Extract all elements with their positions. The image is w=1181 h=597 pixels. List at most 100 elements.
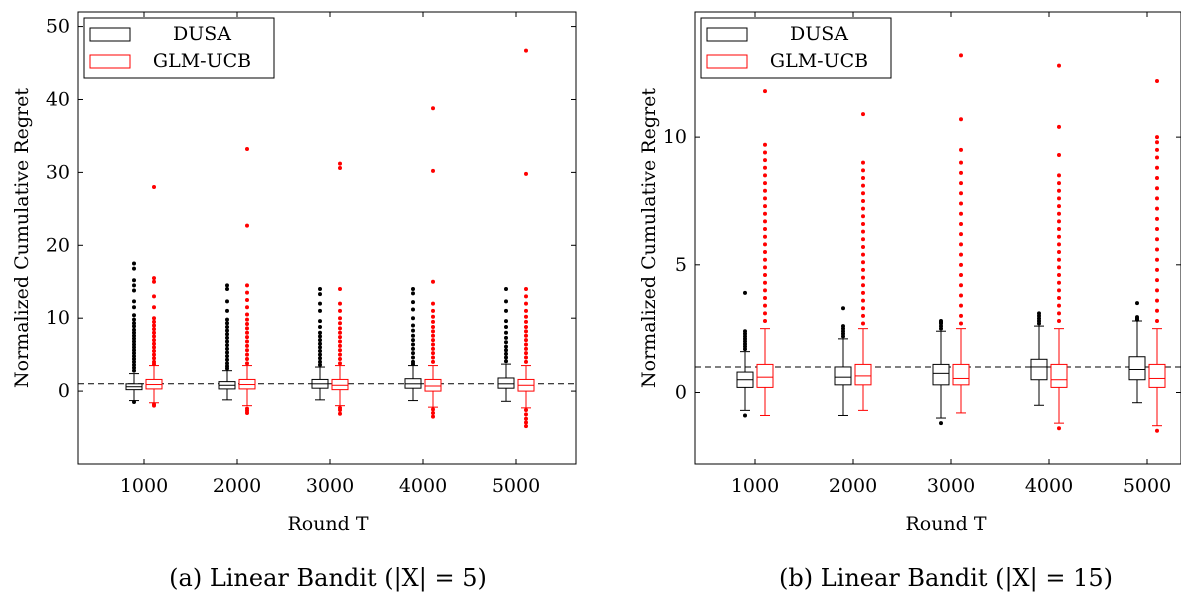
panel-a-box-dusa <box>311 366 329 401</box>
panel-b-chart: Normalized Cumulative Regret Round T (b)… <box>638 11 1181 593</box>
panel-a-outlier-point <box>152 349 156 353</box>
panel-a-outlier-point <box>152 362 156 367</box>
panel-b-outlier-point <box>959 273 963 278</box>
panel-a-outlier-point <box>504 348 508 353</box>
panel-a-outlier-point <box>524 308 528 313</box>
panel-b-outlier-point <box>763 219 767 224</box>
panel-b-legend: DUSA GLM-UCB <box>700 17 892 79</box>
box-body <box>1050 363 1068 388</box>
panel-a-chart: Normalized Cumulative Regret Round T (a)… <box>11 11 577 593</box>
panel-b-outlier-point <box>763 242 767 247</box>
panel-a-outlier-point <box>411 300 415 305</box>
panel-a-outlier-point <box>132 278 136 283</box>
panel-a-outlier-point <box>225 332 229 337</box>
panel-b-outlier-point <box>763 158 767 163</box>
panel-b-ylabel: Normalized Cumulative Regret <box>638 88 660 388</box>
panel-a-outlier-point <box>152 323 156 328</box>
panel-a-outlier-point <box>524 416 528 421</box>
panel-a-outlier-point <box>318 330 322 335</box>
panel-a-xtick-label: 5000 <box>492 475 540 497</box>
panel-b-outlier-point <box>1135 301 1139 306</box>
panel-a-outlier-point <box>431 410 435 415</box>
panel-a-outlier-point <box>338 411 342 416</box>
panel-a-outlier-point <box>132 351 136 356</box>
panel-b-outlier-point <box>1057 273 1061 278</box>
panel-b-legend-label: GLM-UCB <box>770 50 868 72</box>
panel-b-outlier-point <box>959 201 963 206</box>
panel-b-legend-label: DUSA <box>790 23 848 45</box>
panel-a-outlier-point <box>504 308 508 313</box>
panel-b-xtick-label: 5000 <box>1123 475 1171 497</box>
panel-a-outlier-point <box>132 283 136 288</box>
panel-a-outlier-point <box>245 322 249 327</box>
panel-a-box-dusa <box>404 365 422 402</box>
panel-b-xtick-label: 2000 <box>829 475 877 497</box>
panel-a-outlier-point <box>152 294 156 299</box>
panel-a-outlier-point <box>225 354 229 359</box>
panel-a-outlier-point <box>225 321 229 326</box>
panel-a-outlier-point <box>152 319 156 324</box>
panel-b-outlier-point <box>959 321 963 326</box>
panel-a-outlier-point <box>524 48 528 53</box>
panel-a-outlier-point <box>132 333 136 338</box>
panel-a-xtick-label: 4000 <box>399 475 447 497</box>
panel-a-outlier-point <box>225 283 229 288</box>
panel-b-outlier-point <box>1057 296 1061 301</box>
panel-a-outlier-point <box>318 308 322 313</box>
panel-a-outlier-point <box>431 414 435 419</box>
panel-a-outlier-point <box>338 308 342 313</box>
panel-a-outlier-point <box>132 324 136 329</box>
panel-a-outlier-point <box>411 351 415 356</box>
panel-b-outlier-point <box>763 288 767 293</box>
panel-a-outlier-point <box>225 335 229 340</box>
panel-a-outlier-point <box>152 356 156 361</box>
panel-a-outlier-point <box>152 330 156 335</box>
panel-b-outlier-point <box>763 142 767 147</box>
panel-b-outlier-point <box>959 303 963 308</box>
panel-b-outlier-point <box>1155 135 1159 140</box>
panel-a-outlier-point <box>431 359 435 364</box>
panel-b-outlier-point <box>1057 227 1061 232</box>
panel-b-xtick-label: 3000 <box>927 475 975 497</box>
panel-a-outlier-point <box>225 339 229 344</box>
panel-b-outlier-point <box>1155 147 1159 152</box>
panel-a-outlier-point <box>338 326 342 331</box>
panel-b-outlier-point <box>959 232 963 237</box>
panel-a-outlier-point <box>245 326 249 331</box>
panel-a-outlier-point <box>318 341 322 346</box>
panel-a-outlier-point <box>431 355 435 360</box>
panel-a-outlier-point <box>318 359 322 364</box>
panel-a-outlier-point <box>132 288 136 293</box>
panel-b-outlier-point <box>959 160 963 165</box>
panel-b-xtick-label: 1000 <box>731 475 779 497</box>
panel-b-outlier-point <box>959 117 963 122</box>
panel-a-outlier-point <box>524 342 528 347</box>
panel-a-legend-swatch <box>89 54 131 69</box>
panel-a-outlier-point <box>504 340 508 345</box>
panel-a-box-glm-ucb <box>517 365 535 409</box>
panel-a-ytick-label: 0 <box>58 380 70 402</box>
panel-b-outlier-point <box>1155 257 1159 262</box>
panel-a-outlier-point <box>318 334 322 339</box>
panel-b-outlier-point <box>763 296 767 301</box>
panel-b-outlier-point <box>1155 165 1159 170</box>
panel-a-outlier-point <box>431 346 435 351</box>
panel-a-outlier-point <box>504 330 508 335</box>
panel-a-outlier-point <box>245 330 249 335</box>
panel-b-outlier-point <box>763 265 767 270</box>
box-body <box>497 377 515 389</box>
panel-b-outlier-point <box>959 252 963 257</box>
panel-b-outlier-point <box>861 214 865 219</box>
panel-a-outlier-point <box>132 321 136 326</box>
panel-b-outlier-point <box>1057 188 1061 193</box>
panel-b-outlier-point <box>1057 219 1061 224</box>
panel-a-outlier-point <box>132 261 136 266</box>
panel-a-outlier-point <box>245 290 249 295</box>
panel-b-outlier-point <box>763 257 767 262</box>
panel-a-outlier-point <box>524 355 528 360</box>
panel-a-outlier-point <box>504 299 508 304</box>
panel-b-outlier-point <box>763 150 767 155</box>
panel-a-box-dusa <box>497 363 515 402</box>
panel-a-outlier-point <box>132 359 136 364</box>
panel-a-outlier-point <box>225 317 229 322</box>
